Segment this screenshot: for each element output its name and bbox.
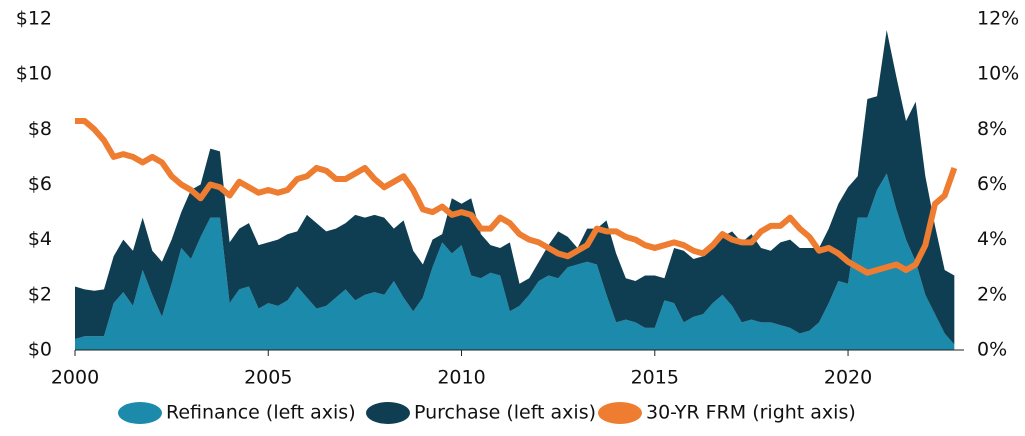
y-tick-label: $8	[28, 118, 52, 140]
legend-swatch	[598, 402, 642, 424]
legend-label: 30-YR FRM (right axis)	[646, 402, 856, 424]
x-tick-label: 2000	[51, 367, 99, 389]
legend-swatch	[366, 402, 410, 424]
y-tick-label: $4	[28, 228, 52, 250]
y-tick-label: $10	[16, 63, 52, 85]
line	[75, 118, 958, 276]
legend-swatch	[118, 402, 162, 424]
legend-label: Purchase (left axis)	[414, 402, 596, 424]
y-tick-label: $0	[28, 339, 52, 361]
y-tick-label: $2	[28, 283, 52, 305]
x-tick-label: 2005	[244, 367, 292, 389]
y2-tick-label: 8%	[977, 118, 1007, 140]
area	[75, 30, 955, 345]
y2-tick-label: 2%	[977, 283, 1007, 305]
y-tick-label: $6	[28, 173, 52, 195]
x-tick-label: 2015	[631, 367, 679, 389]
y2-tick-label: 4%	[977, 228, 1007, 250]
x-tick-label: 2010	[437, 367, 485, 389]
area	[75, 173, 955, 350]
legend-label: Refinance (left axis)	[166, 402, 356, 424]
y2-tick-label: 10%	[977, 63, 1019, 85]
y2-tick-label: 0%	[977, 339, 1007, 361]
y2-tick-label: 12%	[977, 8, 1019, 30]
y-tick-label: $12	[16, 8, 52, 30]
y2-tick-label: 6%	[977, 173, 1007, 195]
x-tick-label: 2020	[824, 367, 872, 389]
